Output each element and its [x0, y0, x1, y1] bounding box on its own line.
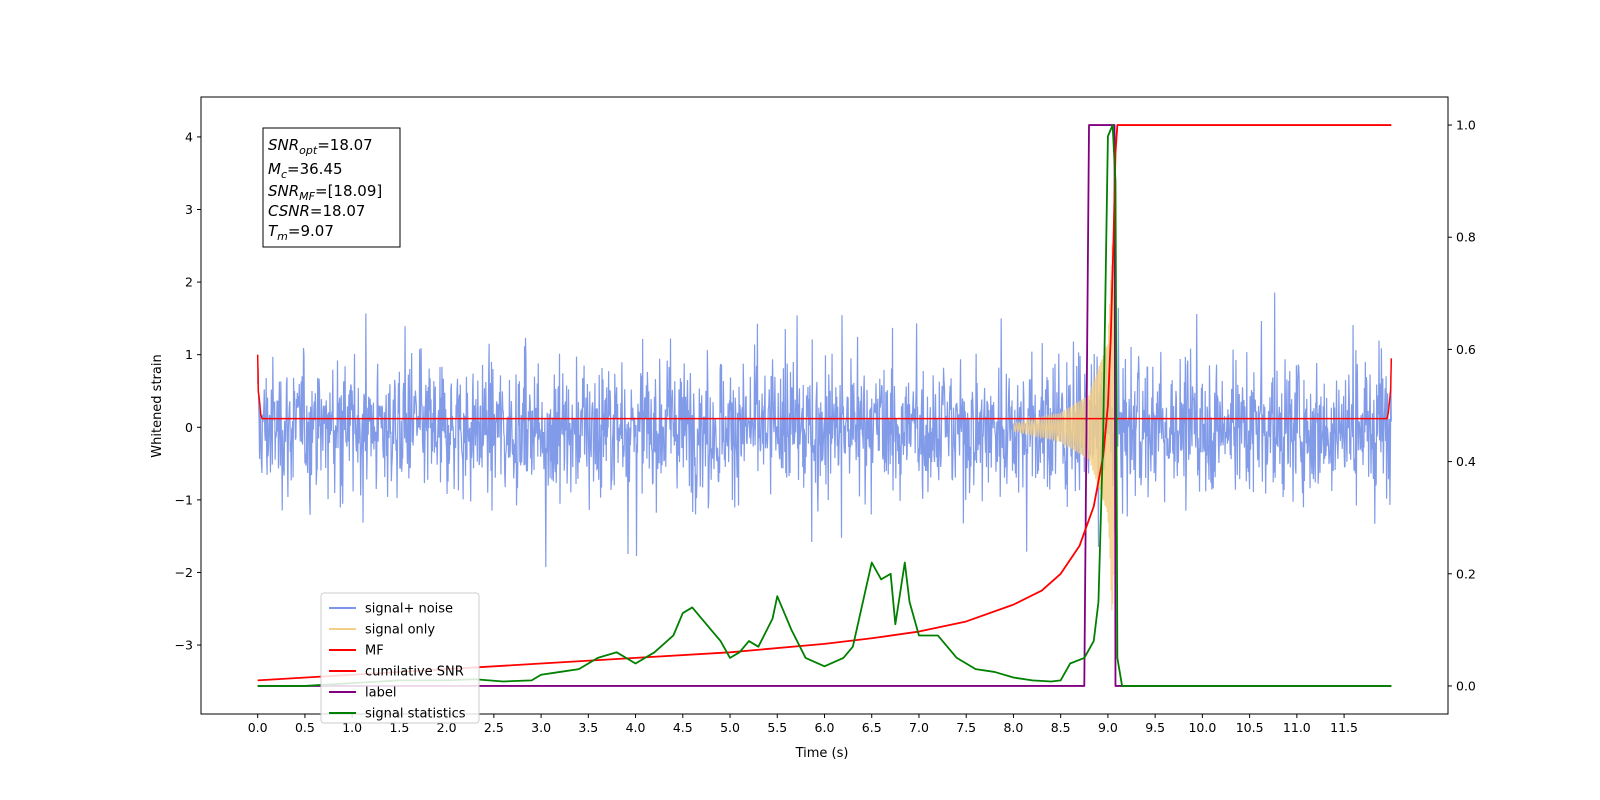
y-right-axis-ticks: 0.0 0.2 0.4 0.6 0.8 1.0	[1448, 118, 1476, 693]
annotation-box: SNRopt=18.07 Mc=36.45 SNRMF=[18.09] CSNR…	[262, 127, 401, 248]
x-tick-label: 2.5	[484, 720, 504, 735]
x-tick-label: 4.5	[673, 720, 693, 735]
y-right-tick-label: 1.0	[1456, 118, 1476, 133]
annotation-snr-mf: SNRMF=[18.09]	[268, 182, 382, 203]
x-tick-label: 9.5	[1145, 720, 1165, 735]
x-tick-label: 7.0	[909, 720, 929, 735]
x-tick-label: 1.5	[389, 720, 409, 735]
legend: signal+ noise signal only MF cumilative SNR…	[320, 592, 480, 724]
x-tick-label: 8.5	[1051, 720, 1071, 735]
y-left-tick-label: −1	[175, 492, 193, 507]
annotation-tm: Tm=9.07	[268, 222, 334, 243]
annotation-csnr: CSNR=18.07	[268, 202, 365, 220]
legend-label: signal only	[365, 623, 435, 638]
y-left-tick-label: 4	[185, 129, 193, 144]
legend-label: signal statistics	[365, 707, 466, 722]
legend-label: label	[365, 686, 396, 701]
y-left-tick-label: −3	[175, 638, 193, 653]
y-right-tick-label: 0.8	[1456, 230, 1476, 245]
x-tick-label: 0.0	[248, 720, 268, 735]
x-axis-ticks: 0.0 0.5 1.0 1.5 2.0 2.5 3.0 3.5 4.0 4.5 5.0 5.5 6.0 6…	[248, 714, 1358, 735]
legend-frame	[320, 592, 480, 724]
x-tick-label: 1.0	[342, 720, 362, 735]
y-left-tick-label: 3	[185, 202, 193, 217]
legend-label: MF	[365, 644, 384, 659]
x-tick-label: 0.5	[295, 720, 315, 735]
annotation-snr-opt: SNRopt=18.07	[268, 136, 373, 157]
x-tick-label: 5.5	[767, 720, 787, 735]
legend-label: signal+ noise	[365, 602, 453, 617]
x-tick-label: 4.0	[626, 720, 646, 735]
y-left-tick-label: 0	[185, 420, 193, 435]
y-right-tick-label: 0.4	[1456, 454, 1476, 469]
series-mf	[256, 354, 1393, 420]
y-right-tick-label: 0.2	[1456, 566, 1476, 581]
x-tick-label: 6.0	[815, 720, 835, 735]
x-tick-label: 3.0	[531, 720, 551, 735]
x-axis-label: Time (s)	[795, 746, 849, 761]
y-right-tick-label: 0.0	[1456, 678, 1476, 693]
legend-items: signal+ noise signal only MF cumilative SNR…	[329, 602, 466, 722]
y-left-tick-label: 1	[185, 347, 193, 362]
x-tick-label: 2.0	[437, 720, 457, 735]
y-right-tick-label: 0.6	[1456, 342, 1476, 357]
y-axis-label: Whitened strain	[150, 354, 165, 457]
series-signal-statistics	[257, 124, 1392, 687]
x-tick-label: 6.5	[862, 720, 882, 735]
y-left-axis-ticks: −3 −2 −1 0 1 2 3 4	[175, 129, 201, 653]
series-cumulative-snr	[257, 124, 1392, 682]
x-tick-label: 11.5	[1330, 720, 1358, 735]
series-layer	[256, 124, 1393, 687]
x-tick-label: 3.5	[578, 720, 598, 735]
annotation-frame	[262, 127, 401, 248]
x-tick-label: 8.0	[1003, 720, 1023, 735]
annotation-mc: Mc=36.45	[268, 160, 343, 181]
x-tick-label: 10.5	[1236, 720, 1264, 735]
x-tick-label: 11.0	[1283, 720, 1311, 735]
y-left-tick-label: −2	[175, 565, 193, 580]
series-signal-only	[1012, 244, 1118, 611]
x-tick-label: 7.5	[956, 720, 976, 735]
y-left-tick-label: 2	[185, 275, 193, 290]
legend-label: cumilative SNR	[365, 665, 464, 680]
x-tick-label: 9.0	[1098, 720, 1118, 735]
x-tick-label: 5.0	[720, 720, 740, 735]
x-tick-label: 10.0	[1188, 720, 1216, 735]
